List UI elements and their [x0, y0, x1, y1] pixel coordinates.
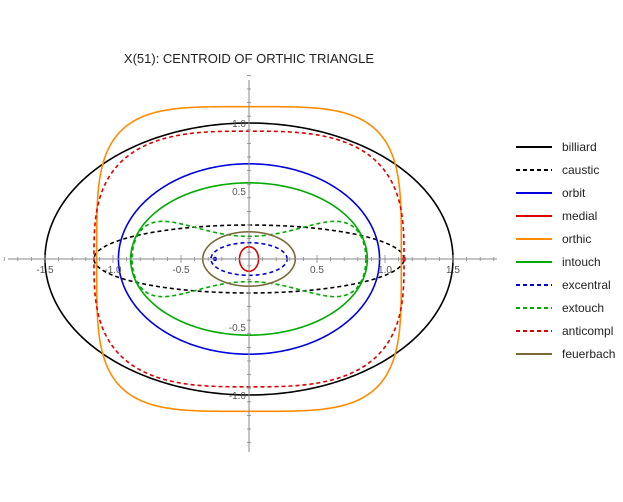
legend-label: extouch: [562, 301, 604, 315]
y-tick-label: 0.5: [232, 187, 246, 198]
legend-label: feuerbach: [562, 347, 615, 361]
legend-item-feuerbach: feuerbach: [516, 347, 615, 361]
x-tick-label: -1.5: [36, 265, 54, 276]
series-curve-caustic: [93, 224, 405, 294]
legend: billiard caustic orbit medial orthic intouch e…: [516, 140, 615, 361]
legend-label: medial: [562, 209, 597, 223]
x-tick-label: 0.5: [310, 265, 324, 276]
legend-label: billiard: [562, 140, 597, 154]
x-tick-label: -0.5: [172, 265, 190, 276]
legend-item-extouch: extouch: [516, 301, 604, 315]
legend-label: anticompl: [562, 324, 613, 338]
x-tick-label: 1.0: [378, 265, 392, 276]
chart-title: X(51): CENTROID OF ORTHIC TRIANGLE: [124, 51, 374, 66]
y-tick-label: 1.0: [232, 119, 246, 130]
axes-group: -1.5 -1.0 -0.5 0.5 1.0 1.5 -1.0 -0.5 0.5 1.0: [3, 75, 497, 452]
x-tick-label: -1.0: [104, 265, 122, 276]
legend-item-orbit: orbit: [516, 186, 586, 200]
y-tick-label: -0.5: [229, 323, 247, 334]
legend-label: orbit: [562, 186, 586, 200]
legend-item-orthic: orthic: [516, 232, 591, 246]
legend-item-excentral: excentral: [516, 278, 611, 292]
legend-item-anticompl: anticompl: [516, 324, 613, 338]
legend-item-medial: medial: [516, 209, 597, 223]
legend-label: excentral: [562, 278, 611, 292]
legend-label: orthic: [562, 232, 591, 246]
legend-item-billiard: billiard: [516, 140, 597, 154]
y-tick-label: -1.0: [229, 391, 247, 402]
legend-label: intouch: [562, 255, 601, 269]
legend-item-caustic: caustic: [516, 163, 599, 177]
legend-label: caustic: [562, 163, 599, 177]
x-tick-label: 1.5: [446, 265, 460, 276]
legend-item-intouch: intouch: [516, 255, 601, 269]
